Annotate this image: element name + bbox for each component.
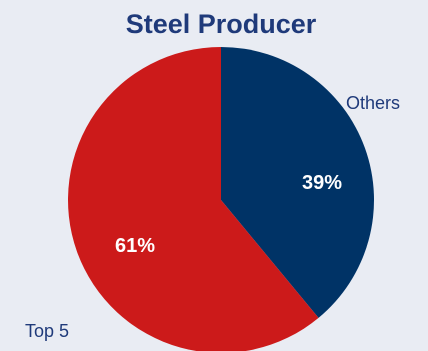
pie-slices	[68, 47, 375, 351]
slice-category-label-top-5: Top 5	[25, 321, 69, 341]
pie-slice-top-5	[68, 47, 319, 351]
chart-title: Steel Producer	[126, 9, 317, 39]
slice-category-label-others: Others	[346, 93, 400, 113]
slice-data-label-top-5: 61%	[115, 235, 155, 257]
pie-slice-others	[221, 47, 375, 318]
slice-data-label-others: 39%	[302, 172, 342, 194]
